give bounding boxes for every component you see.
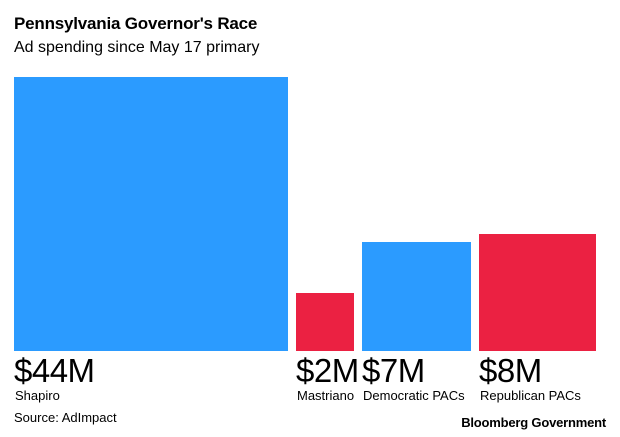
category-label-mastriano: Mastriano [297,388,355,403]
category-label-democratic-pacs: Democratic PACs [363,388,465,403]
square-republican-pacs [479,234,596,351]
value-label-democratic-pacs: $7M [362,352,425,389]
value-label-mastriano: $2M [296,352,359,389]
category-label-shapiro: Shapiro [15,388,60,403]
brand-logo-text: Bloomberg Government [461,415,606,430]
square-mastriano [296,293,354,351]
value-label-shapiro: $44M [14,352,95,389]
category-label-republican-pacs: Republican PACs [480,388,581,403]
square-democratic-pacs [362,242,471,351]
source-note: Source: AdImpact [14,410,117,425]
value-label-republican-pacs: $8M [479,352,542,389]
square-shapiro [14,77,288,351]
chart-title: Pennsylvania Governor's Race [14,14,258,33]
chart-subtitle: Ad spending since May 17 primary [14,39,260,56]
